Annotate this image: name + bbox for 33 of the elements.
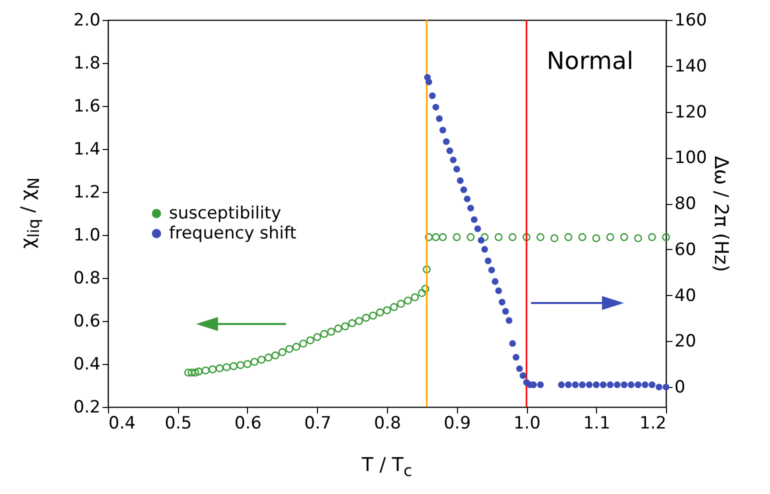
- y2-tick-label: 140: [674, 56, 707, 76]
- y-tick-label: 0.8: [73, 268, 100, 288]
- y-tick-label: 1.0: [73, 226, 100, 246]
- y2-tick-label: 160: [674, 10, 707, 30]
- y-tick-label: 1.2: [73, 182, 100, 202]
- y2-tick-label: 80: [674, 194, 696, 214]
- x-tick-label: 0.4: [108, 414, 136, 434]
- y-tick-label: 2.0: [73, 10, 100, 30]
- x-tick-label: 1.0: [513, 414, 541, 434]
- x-tick-label: 0.5: [164, 414, 192, 434]
- y2-tick-label: 20: [674, 332, 696, 352]
- x-tick-label: 1.1: [583, 414, 610, 434]
- y-tick-label: 0.6: [73, 312, 100, 332]
- x-tick-label: 0.6: [234, 414, 262, 434]
- x-tick-label: 0.9: [444, 414, 471, 434]
- y-tick-label: 1.4: [73, 140, 100, 160]
- x-tick-label: 0.7: [304, 414, 332, 434]
- y2-axis-title: Δω / 2π (Hz): [710, 156, 732, 272]
- y2-tick-label: 0: [674, 378, 686, 398]
- legend-label: susceptibility: [169, 204, 282, 224]
- x-axis-title: T / T$_{c}$: [362, 454, 412, 480]
- annotation: Normal: [546, 47, 634, 75]
- y-tick-label: 0.4: [73, 354, 100, 374]
- y-tick-label: 1.6: [73, 96, 100, 116]
- y2-tick-label: 60: [674, 240, 696, 260]
- x-tick-label: 1.2: [639, 414, 666, 434]
- legend-label: frequency shift: [169, 224, 297, 244]
- y2-tick-label: 40: [674, 286, 696, 306]
- x-tick-label: 0.8: [374, 414, 402, 434]
- y2-tick-label: 100: [674, 148, 707, 168]
- y2-tick-label: 120: [674, 102, 707, 122]
- y-tick-label: 1.8: [73, 54, 100, 74]
- y-tick-label: 0.2: [73, 398, 100, 418]
